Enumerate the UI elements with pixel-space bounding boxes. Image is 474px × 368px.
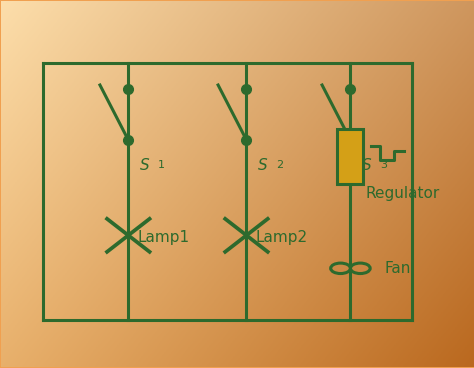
Text: S: S (140, 158, 150, 173)
Text: Lamp1: Lamp1 (138, 230, 190, 245)
Text: Lamp2: Lamp2 (256, 230, 308, 245)
Text: 3: 3 (380, 160, 387, 170)
Text: Regulator: Regulator (366, 186, 440, 201)
Text: S: S (258, 158, 268, 173)
Text: Fan: Fan (385, 261, 411, 276)
Text: 1: 1 (157, 160, 164, 170)
Text: S: S (362, 158, 372, 173)
Text: 2: 2 (276, 160, 283, 170)
FancyBboxPatch shape (337, 129, 364, 184)
